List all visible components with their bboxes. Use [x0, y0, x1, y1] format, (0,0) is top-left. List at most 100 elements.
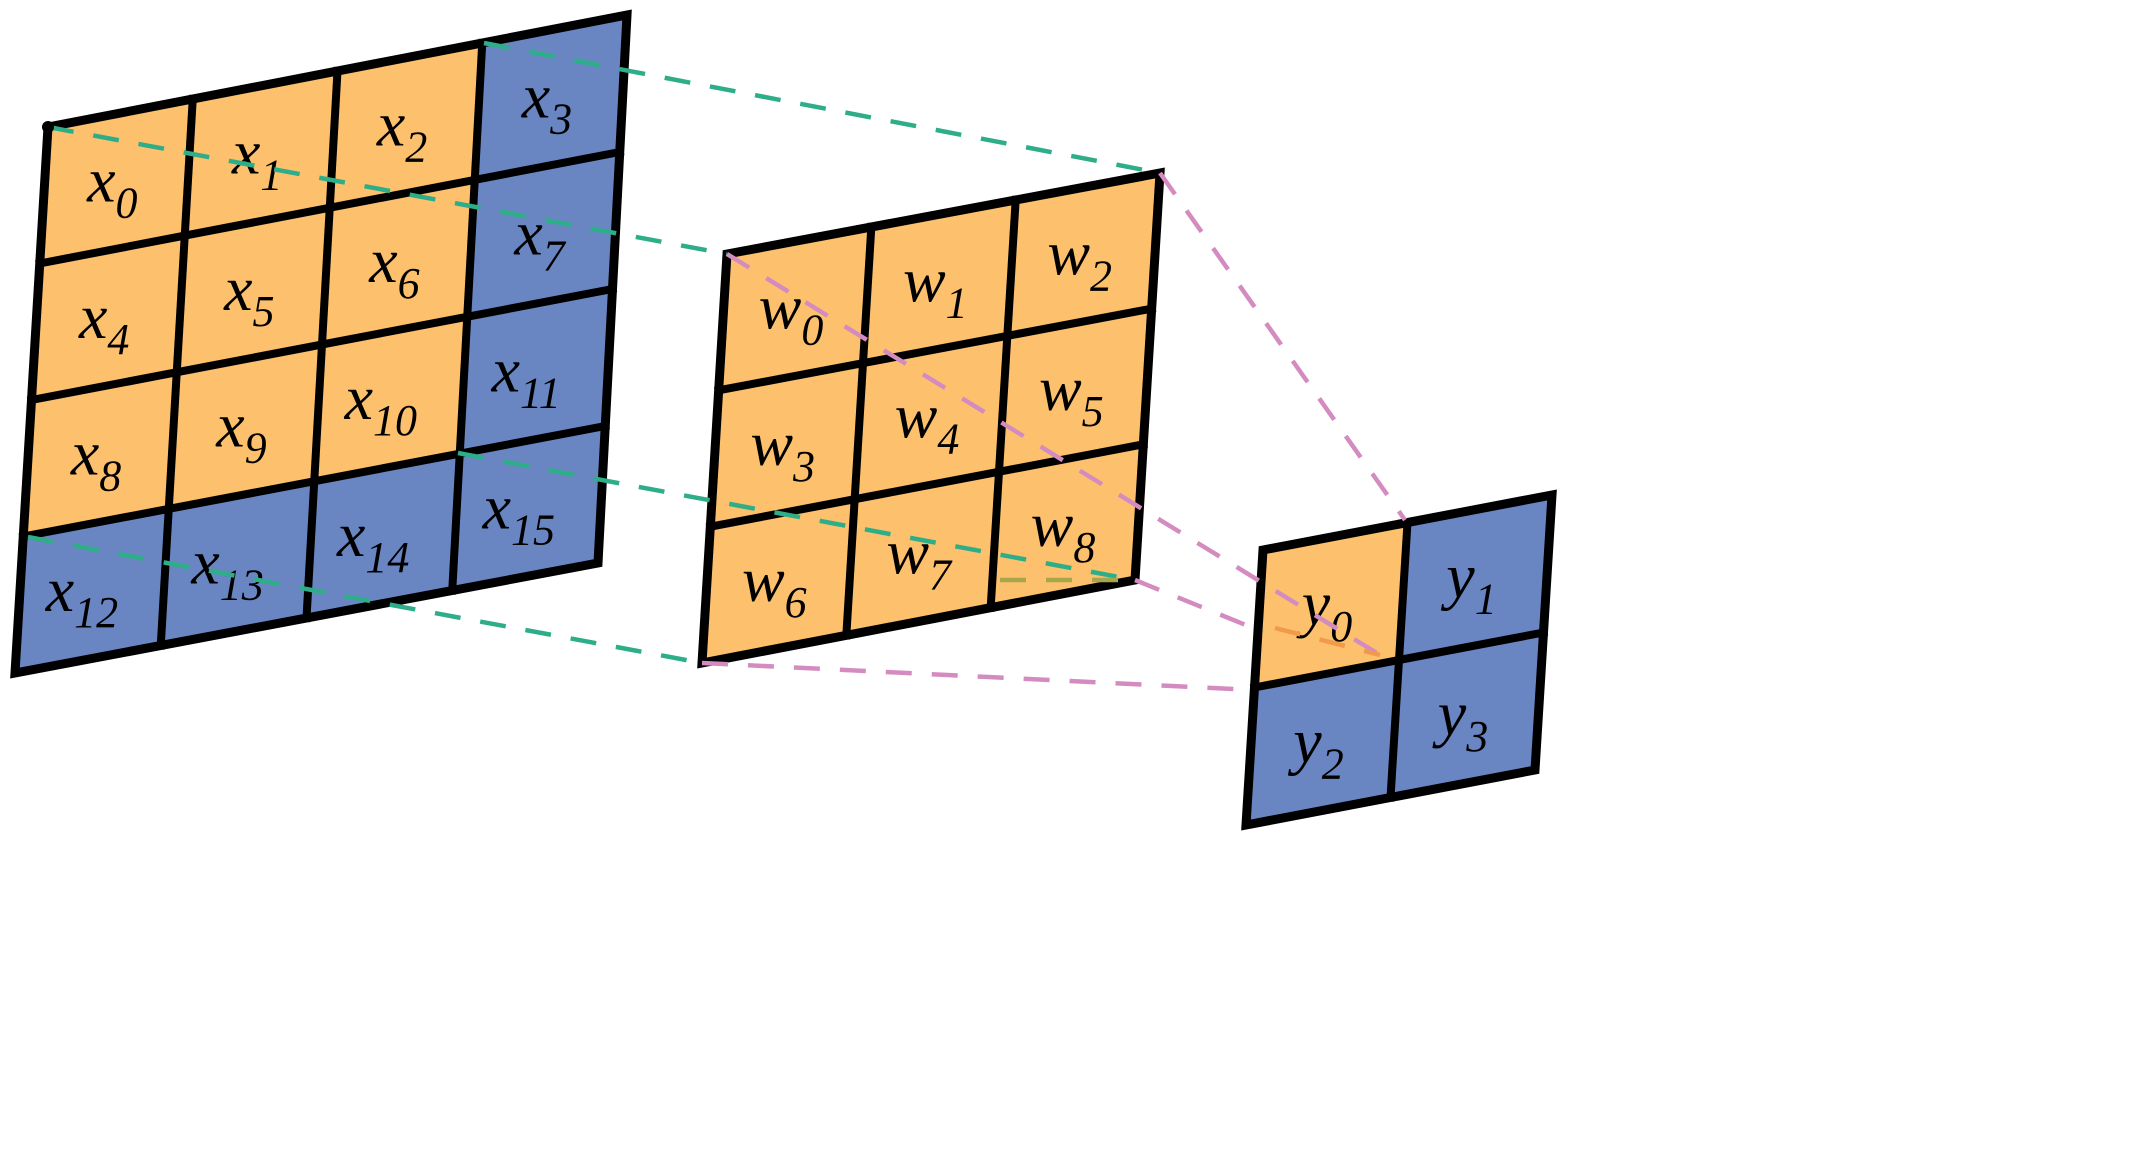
kernel-cell-w2	[1007, 173, 1160, 336]
cell-label-base: x	[513, 197, 542, 268]
cell-label-base: x	[86, 144, 115, 215]
input-cell-label-x3: x3	[521, 60, 572, 143]
cell-label-subscript: 15	[511, 505, 555, 554]
kernel-row-divider	[713, 303, 1157, 396]
cell-label-base: w	[903, 245, 946, 316]
input-col-divider	[302, 66, 342, 623]
cell-label-base: w	[1039, 353, 1082, 424]
kernel-col-divider	[842, 222, 876, 640]
cell-label-base: x	[223, 253, 252, 324]
cell-label-base: w	[759, 272, 802, 343]
cell-label-base: y	[1432, 678, 1467, 749]
cell-label-subscript: 14	[365, 533, 409, 582]
cell-label-subscript: 2	[405, 122, 427, 171]
cell-label-subscript: 13	[220, 560, 264, 609]
cell-label-base: x	[376, 88, 405, 159]
cell-label-base: x	[491, 334, 520, 405]
kernel-cell-w7	[846, 471, 999, 636]
input-cell-label-x10: x10	[344, 362, 417, 445]
output-col-divider	[1386, 518, 1412, 802]
cell-label-base: y	[1440, 541, 1475, 612]
input-cell-label-x14: x14	[336, 499, 409, 582]
cell-label-base: x	[344, 362, 373, 433]
cell-label-base: x	[336, 499, 365, 570]
input-cell-label-x5: x5	[223, 253, 274, 336]
cell-label-subscript: 5	[1082, 387, 1104, 436]
cell-label-base: w	[750, 408, 793, 479]
output-connector-top-right	[1158, 171, 1407, 522]
kernel-cell-label-w0: w0	[759, 272, 824, 355]
cell-label-subscript: 9	[245, 424, 267, 473]
input-cell-label-x8: x8	[70, 417, 121, 500]
input-cell-x13	[160, 481, 315, 646]
cell-label-base: x	[482, 471, 511, 542]
input-cell-x3	[474, 15, 627, 180]
window-connector-top-right	[483, 40, 1161, 176]
input-cell-label-x9: x9	[215, 390, 266, 473]
input-col-divider	[448, 38, 487, 595]
input-cell-x15	[452, 426, 606, 591]
window-anchor-dot	[42, 121, 54, 133]
overlap-connector-segment	[1274, 625, 1381, 658]
input-cell-x10	[314, 316, 468, 482]
kernel-cell-label-w8: w8	[1031, 489, 1096, 572]
connector-lines	[27, 40, 1407, 693]
cell-label-subscript: 4	[107, 315, 129, 364]
output-connector-bottom-left	[701, 660, 1254, 693]
input-cell-label-x12: x12	[45, 554, 118, 637]
cell-label-subscript: 0	[801, 306, 823, 355]
input-grid-border	[10, 9, 632, 679]
cell-label-subscript: 12	[74, 588, 118, 637]
cell-label-subscript: 0	[116, 178, 138, 227]
output-cell-y1	[1399, 495, 1552, 660]
input-cell-x12	[15, 508, 169, 673]
window-connector-top-left	[47, 124, 728, 257]
kernel-cell-w4	[854, 335, 1008, 500]
kernel-cell-w6	[702, 499, 855, 663]
cell-label-subscript: 3	[1465, 712, 1488, 761]
input-cell-label-x2: x2	[376, 88, 427, 171]
kernel-cell-w8	[990, 444, 1144, 608]
input-cell-label-x6: x6	[368, 225, 419, 308]
kernel-cell-label-w1: w1	[903, 245, 968, 328]
input-cell-x4	[31, 235, 185, 400]
input-cell-label-x11: x11	[491, 334, 561, 417]
input-cell-x2	[329, 43, 483, 208]
grids-layer: x0x1x2x3x4x5x6x7x8x9x10x11x12x13x14x15w0…	[10, 9, 1557, 831]
input-cell-x11	[459, 289, 613, 454]
cell-label-subscript: 10	[373, 396, 417, 445]
cell-label-subscript: 8	[99, 451, 121, 500]
input-cell-x7	[467, 152, 620, 317]
input-col-divider	[156, 94, 197, 650]
input-cell-x9	[168, 344, 322, 509]
kernel-cell-label-w7: w7	[886, 517, 953, 600]
kernel-cell-w3	[710, 363, 863, 527]
output-connector-top-left	[725, 252, 1382, 657]
cell-label-base: x	[368, 225, 397, 296]
kernel-cell-label-w5: w5	[1039, 353, 1104, 436]
cell-label-subscript: 2	[1322, 740, 1344, 789]
input-cell-label-x0: x0	[86, 144, 137, 227]
cell-label-base: x	[78, 281, 107, 352]
cell-label-base: y	[1287, 706, 1322, 777]
cell-label-subscript: 7	[929, 551, 953, 600]
cell-label-base: w	[1047, 217, 1090, 288]
kernel-cell-label-w6: w6	[742, 544, 807, 627]
input-cell-x1	[184, 71, 338, 236]
output-cell-y3	[1390, 632, 1544, 798]
cell-label-base: x	[70, 417, 99, 488]
cell-label-base: w	[895, 381, 938, 452]
cell-label-base: x	[45, 554, 74, 625]
input-cell-x14	[306, 453, 460, 618]
cell-label-subscript: 4	[937, 415, 959, 464]
input-cell-x8	[23, 372, 177, 537]
output-connector-bottom-right	[1134, 577, 1264, 635]
cell-label-subscript: 1	[260, 150, 282, 199]
cell-label-subscript: 1	[946, 279, 968, 328]
output-cell-label-y0: y0	[1296, 568, 1352, 651]
input-cell-label-x13: x13	[190, 526, 263, 609]
cell-label-base: w	[1031, 489, 1074, 560]
